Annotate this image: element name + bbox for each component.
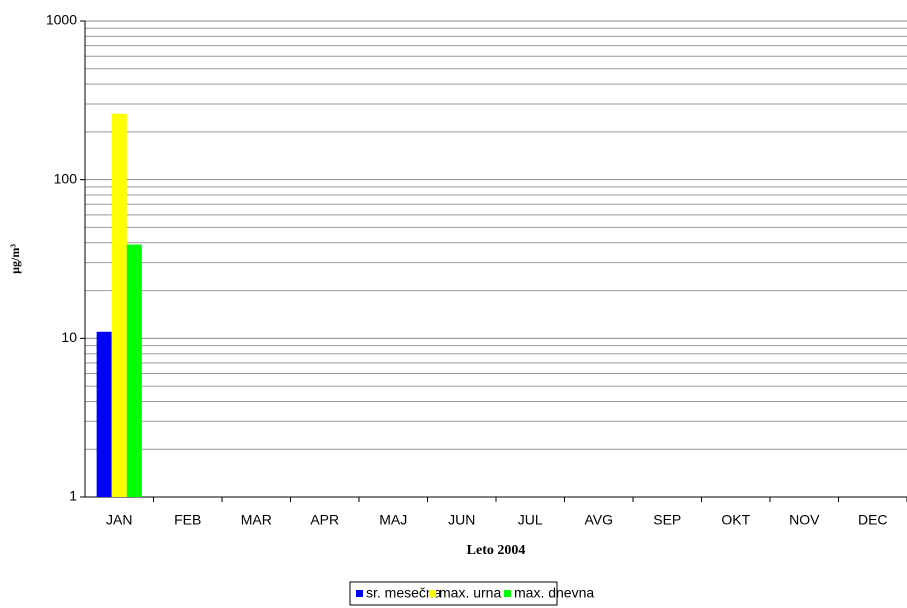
x-tick-label: SEP [653,512,681,528]
x-tick-label: NOV [789,512,820,528]
x-tick-label: JUN [448,512,475,528]
legend-label: max. dnevna [514,585,594,601]
y-tick-label: 1 [69,488,77,504]
x-tick-label: MAR [241,512,272,528]
legend-swatch [356,590,363,597]
y-axis-title: µg/m³ [8,244,22,274]
y-tick-label: 100 [54,170,78,186]
bar [96,331,112,497]
x-tick-label: MAJ [379,512,407,528]
x-tick-label: OKT [721,512,750,528]
legend-label: max. urna [439,585,501,601]
x-tick-label: APR [310,512,339,528]
legend-swatch [429,590,436,597]
x-tick-label: FEB [174,512,201,528]
y-tick-label: 10 [61,329,77,345]
x-tick-label: AVG [584,512,613,528]
y-tick-label: 1000 [46,12,77,28]
legend-swatch [504,590,511,597]
legend [349,581,558,606]
bar [111,113,127,498]
x-axis-title: Leto 2004 [467,543,526,558]
legend-label: sr. mesečna [366,585,442,601]
bar [126,244,142,497]
x-tick-label: JUL [518,512,543,528]
x-tick-label: DEC [858,512,888,528]
x-tick-label: JAN [106,512,132,528]
